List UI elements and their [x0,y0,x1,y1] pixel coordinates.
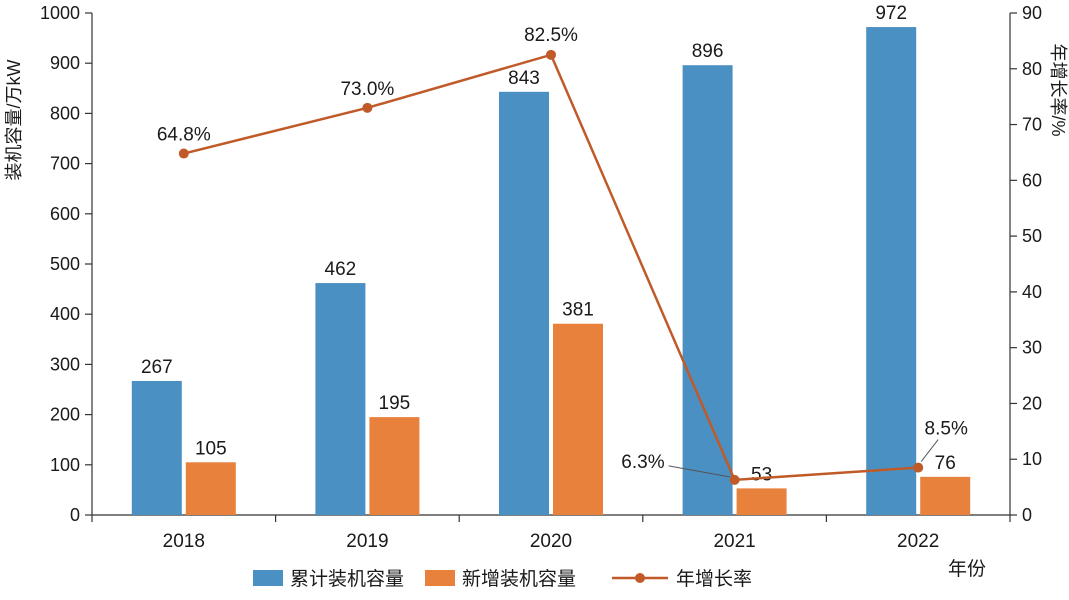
bar-new-capacity-label: 76 [935,453,956,474]
bar-new-capacity [736,488,787,515]
bar-new-capacity-label: 381 [562,300,594,321]
growth-rate-point-label: 8.5% [925,419,968,440]
bar-cumulative-capacity [315,283,366,515]
right-tick-label: 10 [1022,449,1042,469]
point-label-leader-line [920,439,939,462]
growth-rate-point [178,148,189,159]
right-tick-label: 30 [1022,338,1042,358]
bar-cumulative-capacity [866,27,917,515]
bar-new-capacity-label: 105 [195,438,227,459]
growth-rate-point-label: 73.0% [340,79,394,100]
right-tick-label: 90 [1022,3,1042,23]
right-tick-label: 60 [1022,170,1042,190]
x-category-label: 2020 [530,531,572,552]
bar-cumulative-capacity [682,65,733,515]
right-tick-label: 70 [1022,115,1042,135]
bar-cumulative-capacity-label: 462 [325,259,357,280]
bar-new-capacity-label: 53 [751,464,772,485]
growth-rate-point [729,474,740,485]
bar-cumulative-capacity-label: 972 [875,3,907,24]
x-category-label: 2022 [897,531,939,552]
legend-label-new: 新增装机容量 [462,568,576,590]
left-tick-label: 0 [70,505,80,525]
legend-label-growth: 年增长率 [676,568,752,590]
bar-cumulative-capacity-label: 843 [508,68,540,89]
growth-rate-point [362,102,373,113]
bar-cumulative-capacity-label: 896 [692,41,724,62]
left-tick-label: 700 [50,154,80,174]
right-tick-label: 0 [1022,505,1032,525]
legend-label-cumulative: 累计装机容量 [290,568,404,590]
bar-new-capacity [369,417,420,515]
x-axis-title: 年份 [948,558,986,580]
left-axis-title: 装机容量/万kW [4,59,24,180]
bar-new-capacity-label: 195 [379,393,411,414]
left-tick-label: 600 [50,204,80,224]
bar-cumulative-capacity-label: 267 [141,357,173,378]
x-category-label: 2019 [346,531,388,552]
legend-swatch-new [425,570,455,586]
x-category-label: 2018 [163,531,205,552]
left-tick-label: 100 [50,455,80,475]
x-category-label: 2021 [713,531,755,552]
bar-cumulative-capacity [131,380,182,515]
left-tick-label: 800 [50,103,80,123]
right-tick-label: 80 [1022,59,1042,79]
point-label-leader-line [668,465,730,478]
left-tick-label: 200 [50,405,80,425]
bar-new-capacity [920,476,971,515]
bar-cumulative-capacity [499,91,549,516]
growth-rate-line [183,53,919,482]
growth-rate-point-label: 82.5% [524,25,578,46]
left-tick-label: 300 [50,354,80,374]
left-tick-label: 1000 [40,3,80,23]
bar-new-capacity [553,323,603,515]
right-axis-title: 年增长率/% [1048,43,1068,136]
left-tick-label: 900 [50,53,80,73]
growth-rate-point-label: 64.8% [157,125,211,146]
right-tick-label: 40 [1022,282,1042,302]
growth-rate-point-label: 6.3% [621,452,664,473]
growth-rate-point [913,462,924,473]
right-tick-label: 50 [1022,226,1042,246]
bar-new-capacity [185,462,236,515]
left-tick-label: 500 [50,254,80,274]
left-tick-label: 400 [50,304,80,324]
growth-rate-point [546,49,556,60]
right-tick-label: 20 [1022,393,1042,413]
legend-swatch-cumulative [253,570,283,586]
legend-marker-growth [635,573,645,583]
